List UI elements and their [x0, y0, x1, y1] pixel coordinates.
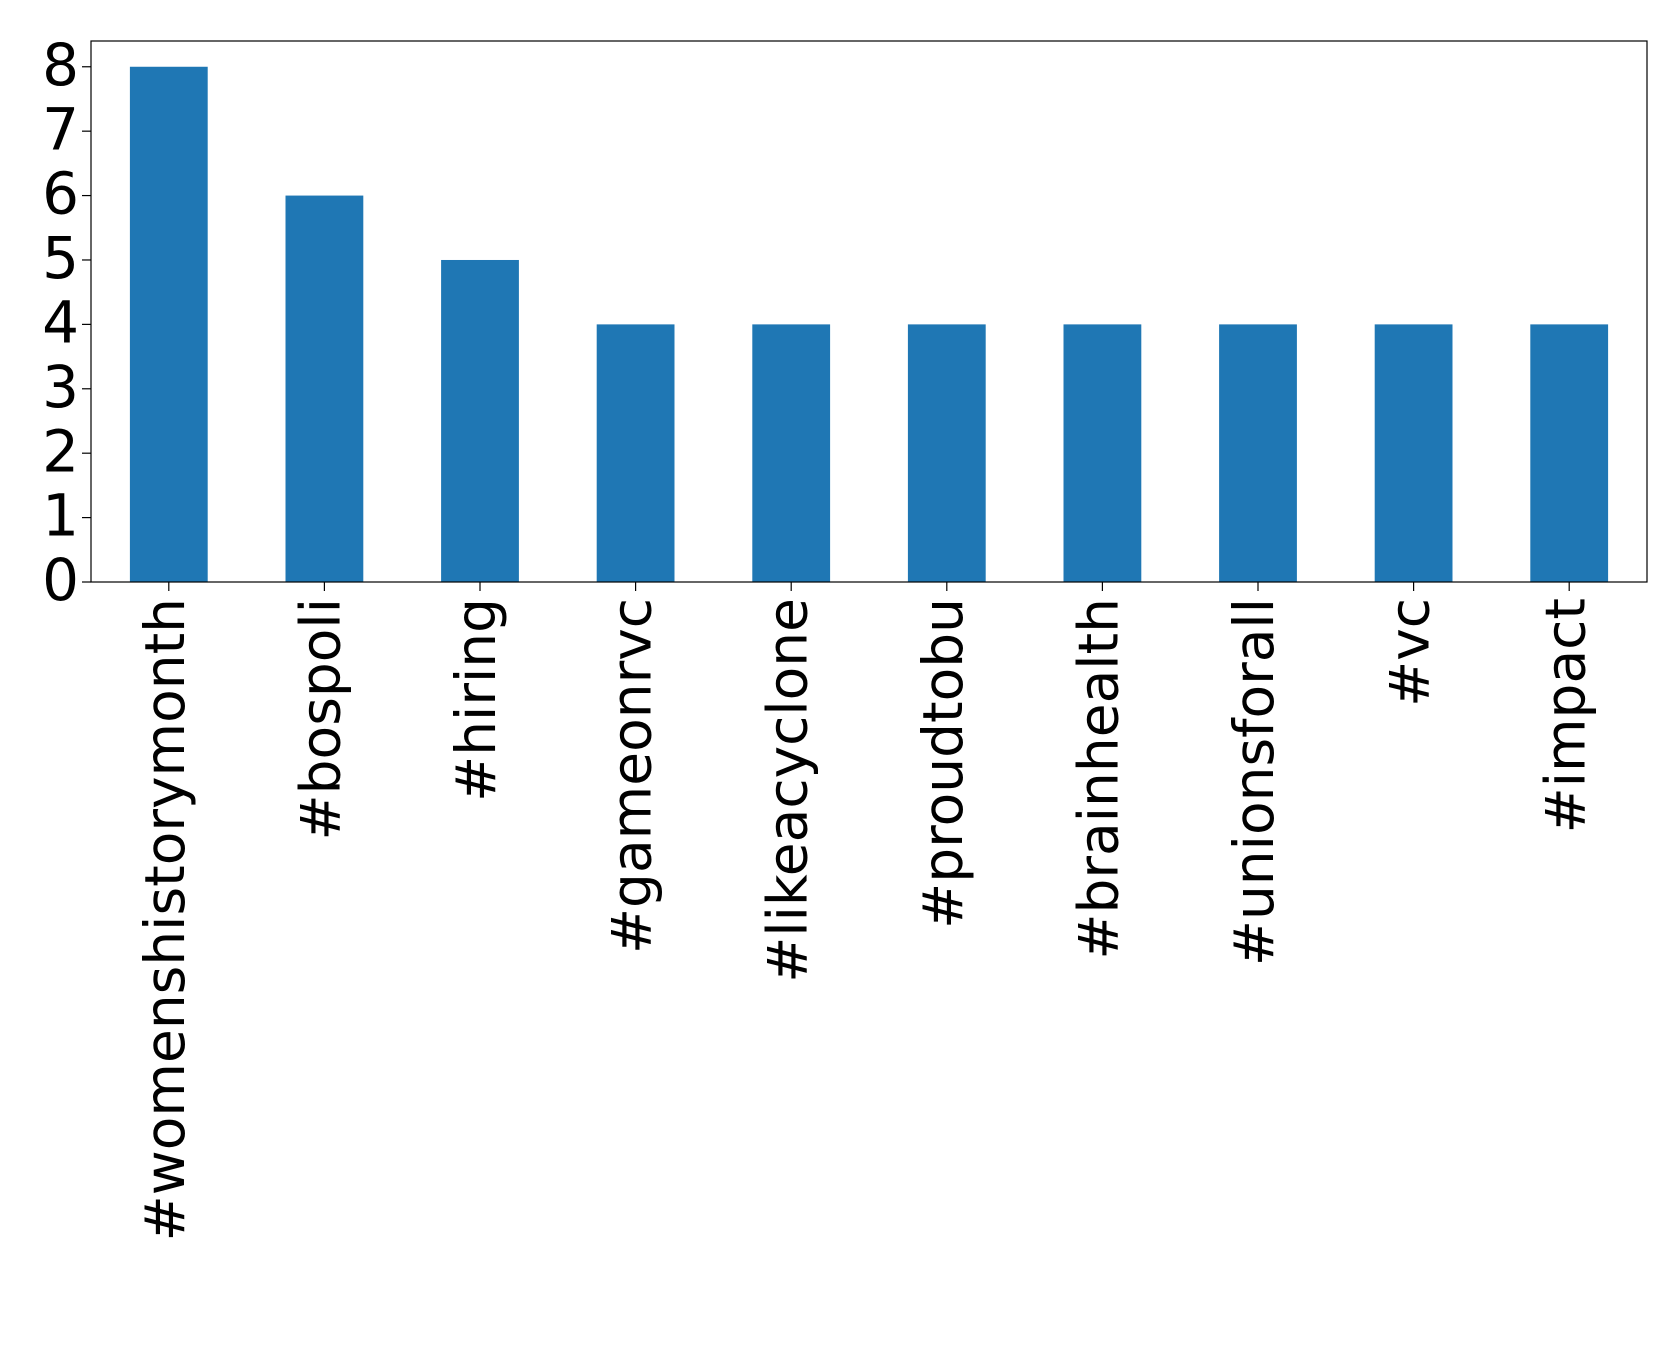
bar	[441, 259, 519, 582]
bar	[285, 195, 364, 583]
y-tick-label: 2	[42, 417, 79, 485]
x-tick-label: #impact	[1533, 598, 1597, 833]
y-tick-label: 6	[42, 160, 79, 228]
x-tick-label: #proudtobu	[911, 598, 975, 929]
x-tick-label: #likeacyclone	[755, 598, 819, 983]
x-tick-label: #brainhealth	[1067, 598, 1131, 960]
y-tick-label: 8	[42, 31, 79, 99]
x-tick-label: #bospoli	[289, 598, 353, 840]
x-tick-label: #unionsforall	[1222, 598, 1286, 966]
bar	[1063, 324, 1142, 582]
plot-frame	[90, 40, 1648, 583]
y-tick-label: 4	[42, 288, 79, 356]
bar	[596, 324, 675, 582]
x-tick-label: #hiring	[444, 598, 508, 802]
bar	[129, 66, 208, 582]
y-tick-label: 7	[42, 95, 79, 163]
bar	[752, 324, 831, 582]
bar	[907, 324, 986, 582]
bar	[1530, 324, 1609, 582]
x-tick-label: #gameonrvc	[600, 598, 664, 954]
y-tick-label: 5	[42, 224, 79, 292]
bar	[1374, 324, 1453, 582]
y-tick-label: 3	[42, 353, 79, 421]
y-tick-label: 0	[42, 546, 79, 614]
bar	[1219, 324, 1297, 582]
y-tick-label: 1	[42, 482, 79, 550]
x-tick-label: #vc	[1378, 598, 1442, 707]
x-tick-label: #womenshistorymonth	[133, 598, 197, 1241]
